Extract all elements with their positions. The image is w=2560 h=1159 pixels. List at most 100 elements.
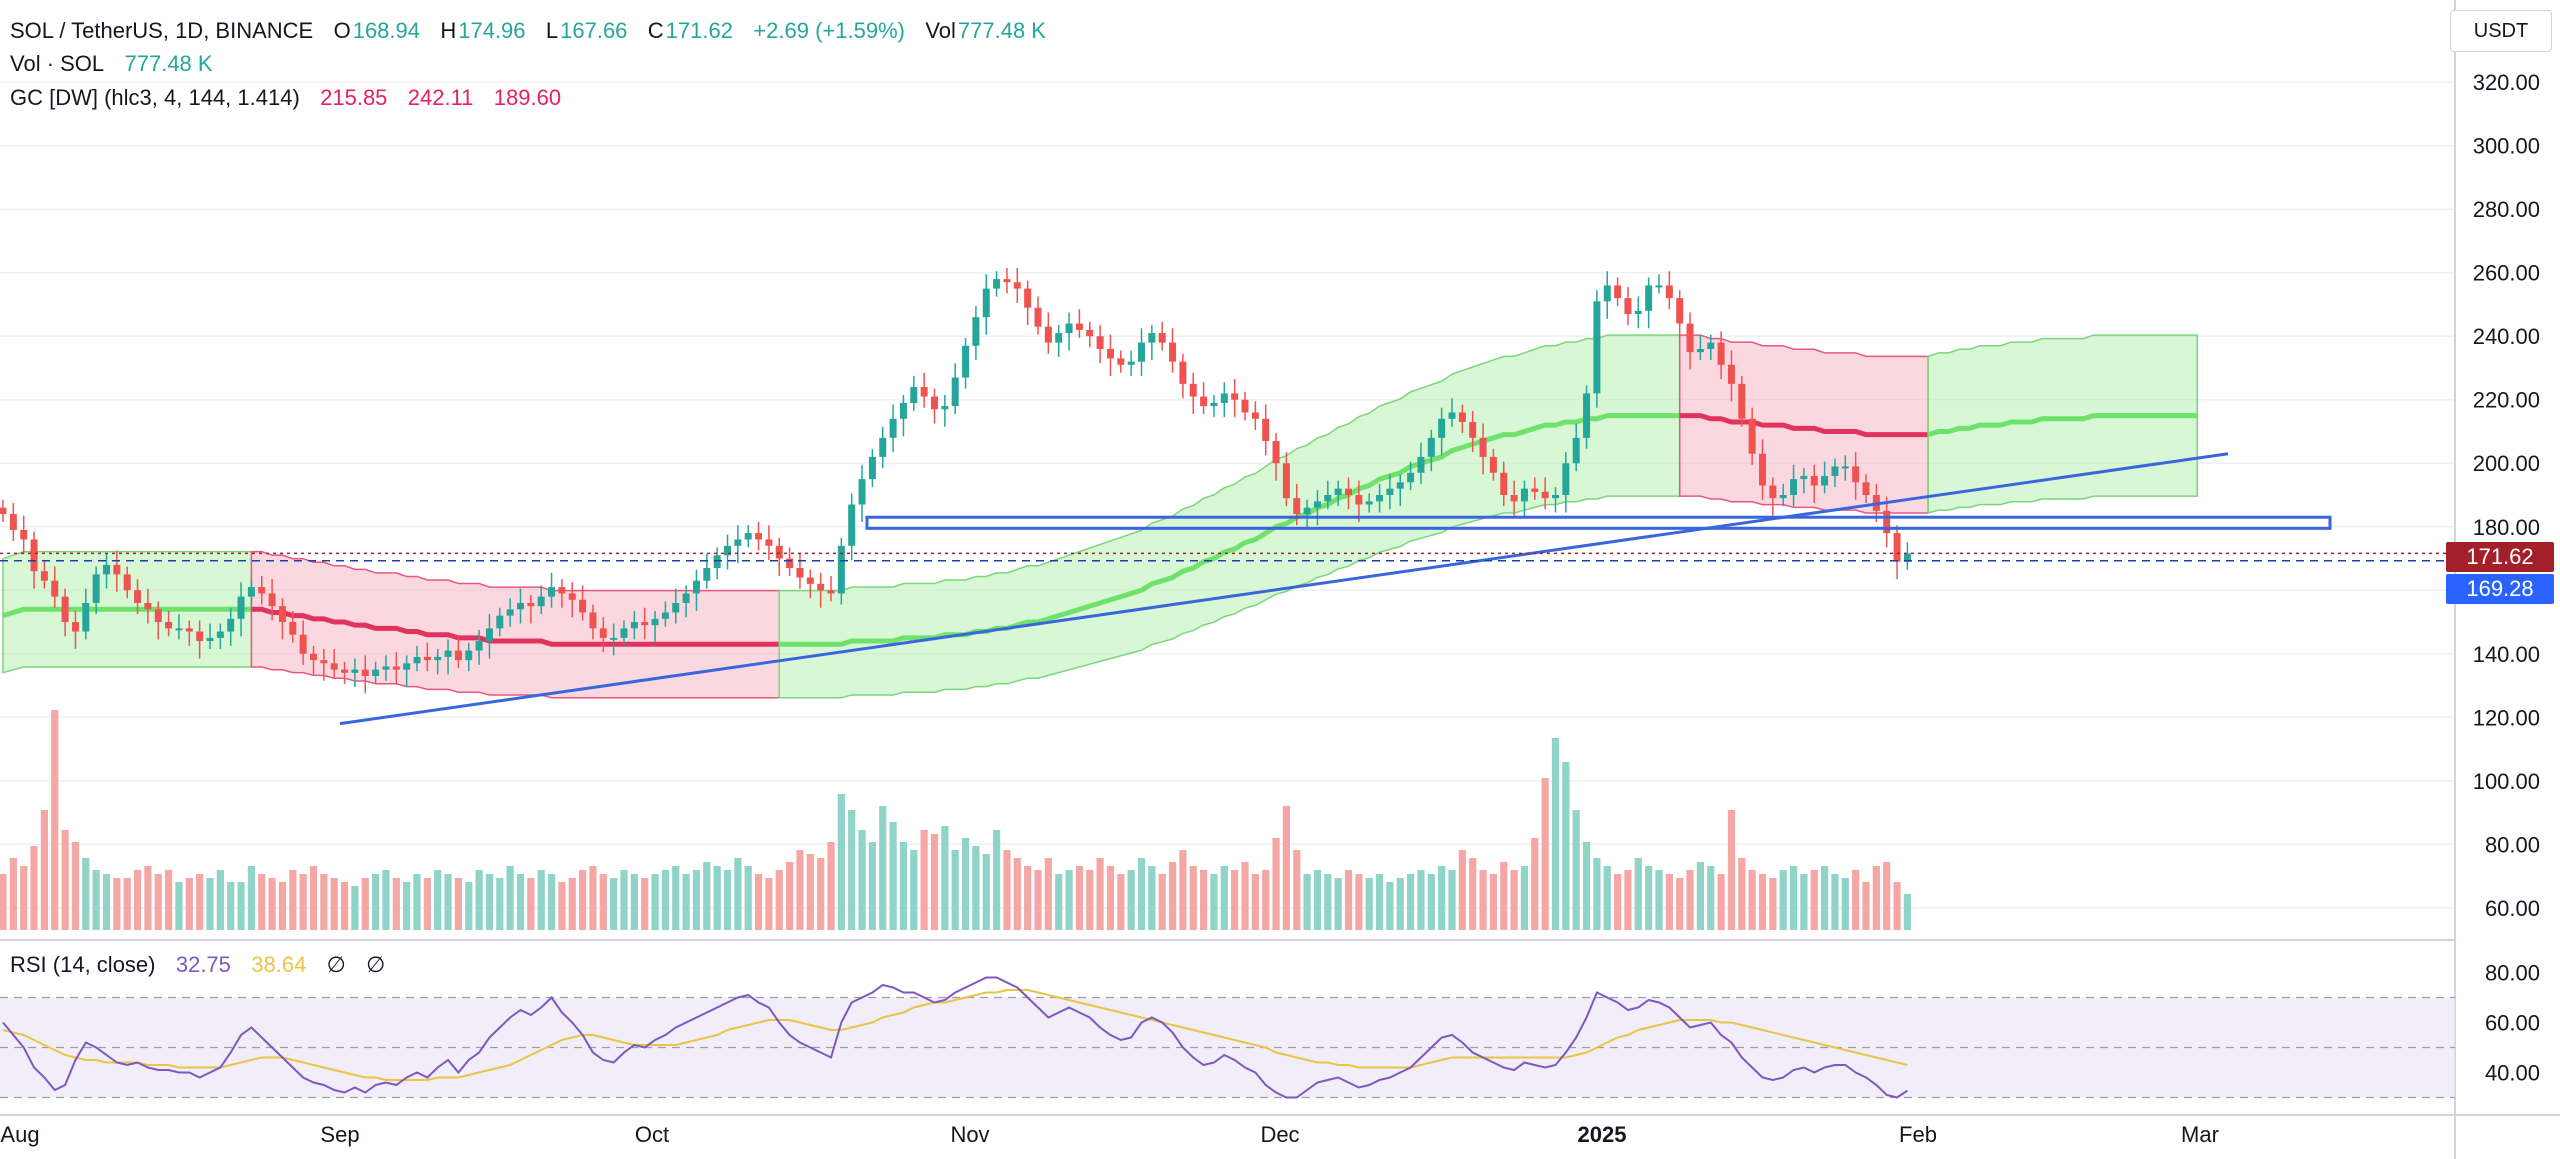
volume-bar	[910, 850, 918, 930]
candle-body	[713, 555, 721, 569]
volume-bar	[1727, 810, 1736, 930]
candle-body	[1003, 279, 1011, 283]
candle-body	[858, 479, 866, 505]
volume-bar	[1148, 866, 1156, 930]
y-tick-label: 320.00	[2473, 70, 2540, 95]
currency-selector[interactable]: USDT	[2450, 10, 2552, 52]
volume-bar	[1344, 870, 1353, 930]
volume-bar	[1262, 870, 1270, 930]
candle-body	[1148, 333, 1156, 343]
candle-body	[537, 596, 545, 607]
volume-bar	[330, 878, 338, 930]
candle-body	[1313, 501, 1321, 508]
candle-body	[899, 402, 907, 419]
candle-body	[1717, 342, 1725, 365]
candle-body	[703, 568, 711, 581]
volume-bar	[1717, 874, 1725, 930]
y-tick-label: 120.00	[2473, 705, 2540, 730]
volume-bar	[144, 866, 152, 930]
volume-bar	[1789, 866, 1798, 930]
volume-bar	[1282, 806, 1290, 930]
candle-body	[806, 577, 814, 584]
candle-body	[485, 628, 493, 642]
volume-bar	[1427, 874, 1435, 930]
volume-bar	[258, 874, 266, 930]
candle-body	[651, 618, 659, 626]
candle-body	[682, 593, 690, 603]
candle-body	[1614, 285, 1622, 299]
volume-bar	[1645, 866, 1653, 930]
candle-body	[1272, 441, 1280, 464]
volume-bar	[0, 874, 7, 930]
candle-body	[1479, 437, 1487, 457]
volume-bar	[485, 874, 494, 930]
volume-bar	[1903, 894, 1911, 930]
volume-bar	[123, 878, 131, 930]
volume-value: 777.48 K	[124, 51, 213, 76]
volume-bar	[1303, 874, 1311, 930]
candle-body	[1769, 485, 1777, 499]
indicator-value-lower: 189.60	[493, 85, 562, 110]
candle-body	[1127, 361, 1135, 365]
candle-body	[1655, 285, 1663, 288]
close-label: C	[647, 18, 664, 43]
indicator-label: GC [DW] (hlc3, 4, 144, 1.414)	[10, 85, 300, 110]
candle-body	[1075, 323, 1083, 330]
candle-body	[1241, 399, 1249, 413]
candle-body	[1179, 361, 1187, 384]
candle-body	[610, 637, 618, 640]
candle-body	[185, 628, 193, 632]
candle-body	[941, 406, 949, 410]
volume-bar	[879, 806, 887, 930]
volume-bar	[1469, 858, 1477, 930]
volume-bar	[1769, 878, 1777, 930]
volume-bar	[216, 870, 224, 930]
volume-bar	[1417, 870, 1425, 930]
volume-bar	[1831, 874, 1839, 930]
candle-body	[1324, 495, 1332, 502]
candle-body	[330, 663, 338, 670]
candle-body	[1903, 553, 1911, 562]
x-tick-label: Feb	[1899, 1122, 1937, 1147]
candle-body	[1427, 437, 1435, 457]
candle-body	[1106, 348, 1114, 359]
candle-body	[216, 631, 224, 638]
volume-bar	[692, 870, 701, 930]
volume-bar	[1179, 850, 1187, 930]
candle-body	[1334, 488, 1342, 495]
volume-bar	[382, 870, 390, 930]
volume-bar	[1137, 858, 1146, 930]
candle-body	[1862, 482, 1870, 495]
volume-bar	[610, 878, 618, 930]
volume-bar	[1096, 858, 1104, 930]
y-tick-label: 240.00	[2473, 324, 2540, 349]
volume-bar	[1841, 878, 1849, 930]
y-tick-label: 60.00	[2485, 896, 2540, 921]
vol-value: 777.48 K	[957, 18, 1046, 43]
candle-body	[1034, 307, 1042, 327]
volume-bar	[630, 874, 638, 930]
candle-body	[724, 545, 731, 556]
candle-body	[1779, 495, 1787, 499]
candle-body	[392, 666, 400, 670]
volume-bar	[817, 858, 825, 930]
candle-body	[113, 564, 121, 575]
volume-bar	[1655, 870, 1663, 930]
volume-bar	[1676, 878, 1684, 930]
candle-body	[1686, 323, 1694, 353]
volume-bar	[651, 874, 659, 930]
volume-bar	[1407, 874, 1415, 930]
candle-body	[817, 583, 825, 591]
volume-bar	[506, 866, 514, 930]
candle-body	[630, 622, 638, 629]
volume-bar	[1531, 838, 1539, 930]
candle-body	[734, 539, 742, 546]
candle-body	[1282, 463, 1290, 499]
volume-bar	[537, 870, 545, 930]
volume-bar	[475, 870, 483, 930]
volume-bar	[1375, 874, 1384, 930]
indicator-legend: GC [DW] (hlc3, 4, 144, 1.414) 215.85 242…	[10, 85, 563, 111]
candle-body	[548, 587, 556, 597]
volume-bar	[351, 886, 359, 930]
